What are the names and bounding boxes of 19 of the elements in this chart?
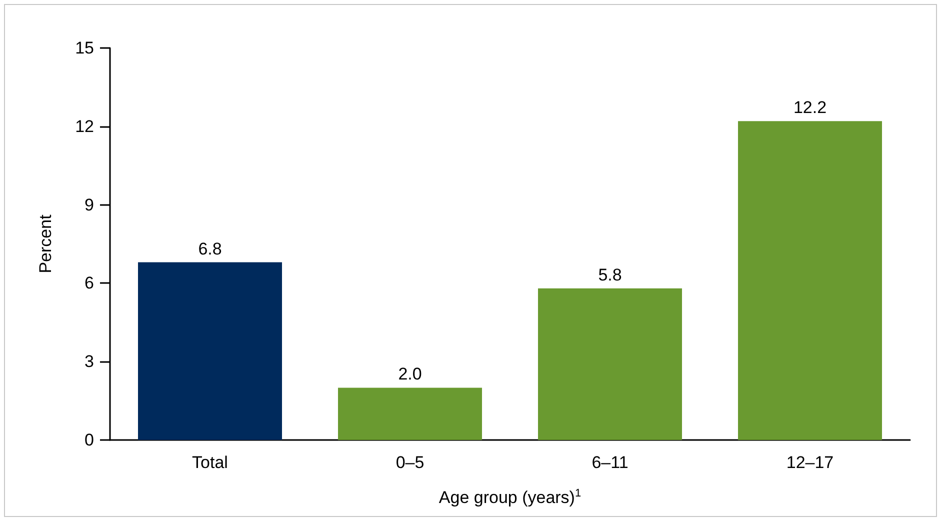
x-tick-label: 12–17 xyxy=(786,453,834,472)
y-tick-label: 6 xyxy=(84,274,94,293)
y-tick-label: 0 xyxy=(84,430,94,450)
data-label: 6.8 xyxy=(198,239,222,258)
bar xyxy=(538,288,682,440)
y-tick-label: 9 xyxy=(84,195,94,214)
y-tick-label: 12 xyxy=(75,116,94,136)
x-tick-label: Total xyxy=(192,453,228,472)
y-tick-label: 3 xyxy=(84,352,94,372)
data-label: 2.0 xyxy=(398,364,422,384)
bar xyxy=(138,262,282,440)
x-tick-label: 6–11 xyxy=(592,453,628,472)
x-tick-label: 0–5 xyxy=(396,453,424,472)
y-tick-label: 15 xyxy=(75,38,94,58)
data-label: 5.8 xyxy=(598,265,622,284)
bar xyxy=(738,121,882,440)
bar xyxy=(338,388,482,440)
data-label: 12.2 xyxy=(793,98,827,118)
y-axis-title: Percent xyxy=(36,214,55,274)
